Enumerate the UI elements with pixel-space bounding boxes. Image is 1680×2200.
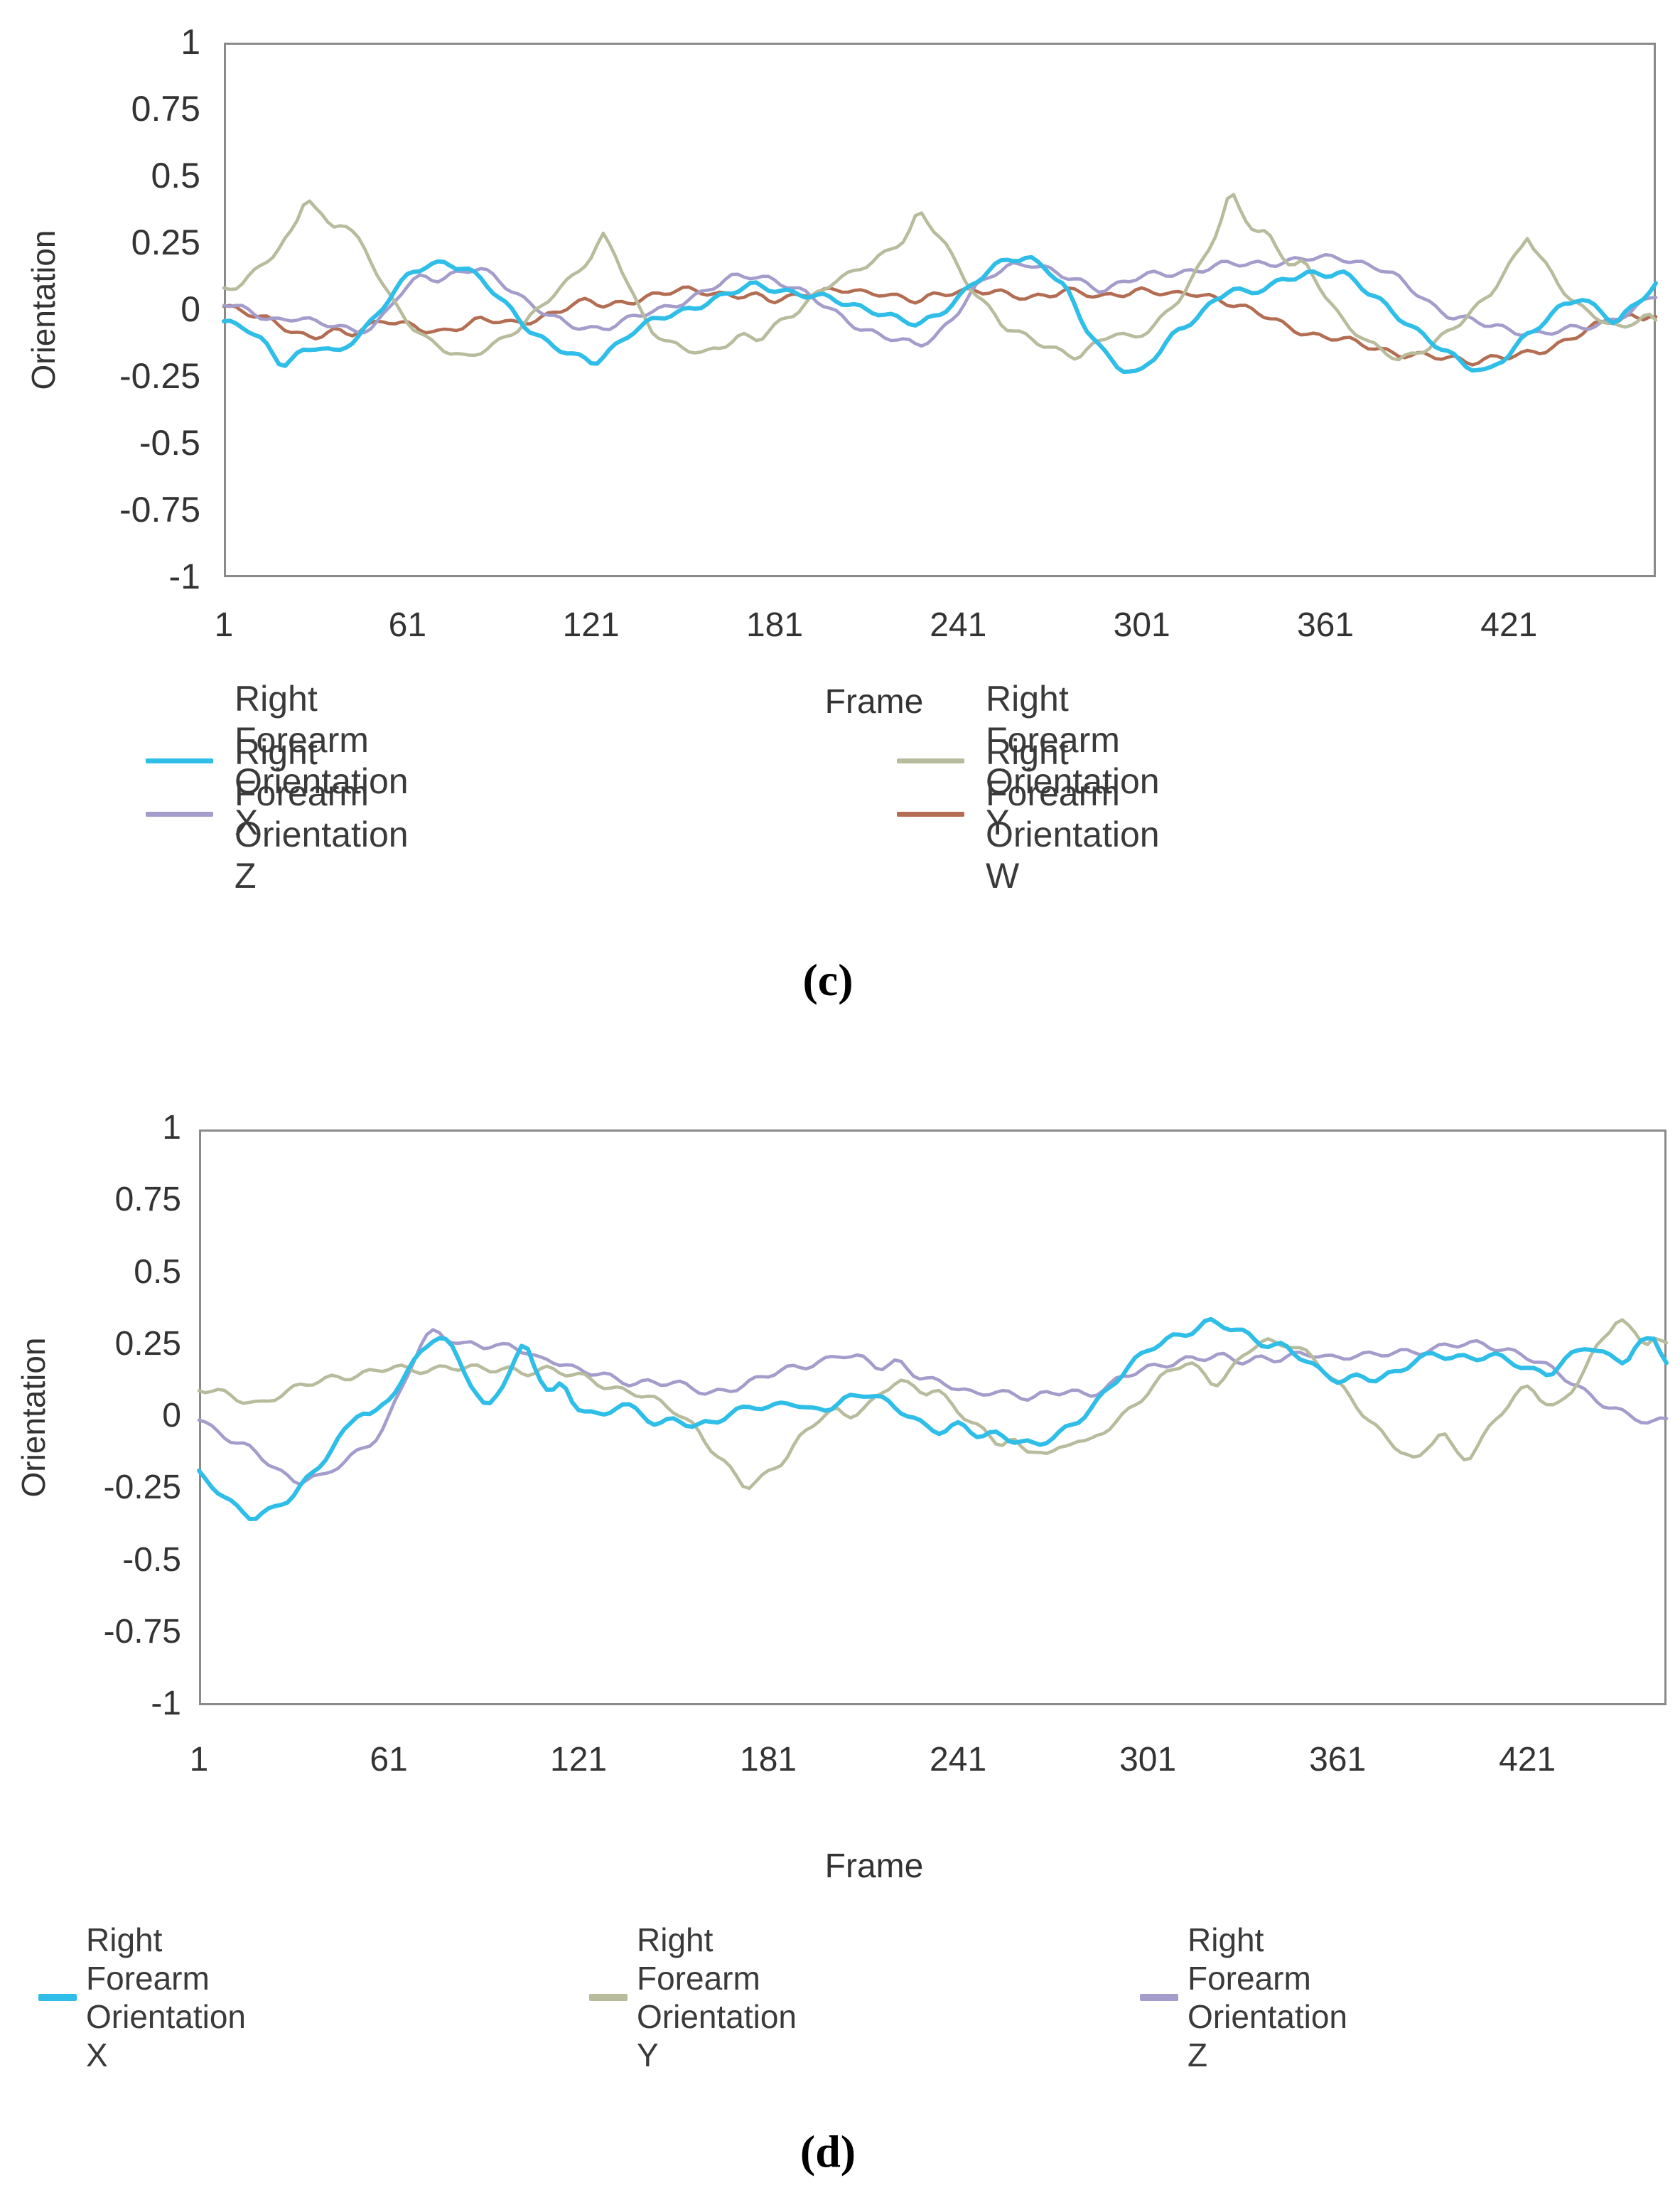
y-tick-label: 0: [162, 1397, 181, 1434]
x-tick-label: 1: [189, 1741, 209, 1778]
caption-c: (c): [802, 955, 854, 1005]
legend-swatch-icon: [146, 758, 213, 763]
x-tick-label: 421: [1480, 606, 1538, 644]
legend-item-y: Right Forearm Orientation Y: [897, 679, 1160, 842]
legend-swatch-icon: [1140, 1994, 1178, 2001]
x-tick-label: 181: [740, 1741, 797, 1778]
x-tick-label: 241: [930, 606, 987, 644]
y-tick-label: -0.25: [103, 1469, 181, 1507]
legend-item-w: Right Forearm Orientation W: [897, 732, 1160, 896]
x-tick-label: 301: [1113, 606, 1170, 644]
x-tick-label: 361: [1296, 606, 1355, 644]
y-tick-label: -0.75: [103, 1612, 181, 1651]
legend-label: Right Forearm Orientation Y: [637, 1921, 797, 2073]
x-tick-label: 301: [1119, 1741, 1177, 1778]
x-tick-label: 241: [930, 1741, 987, 1778]
legend-label: Right Forearm Orientation W: [986, 732, 1160, 896]
legend-label: Right Forearm Orientation X: [86, 1921, 247, 2073]
legend-label: Right Forearm Orientation X: [235, 679, 409, 842]
y-tick-label: -1: [151, 1685, 181, 1722]
series-line-x: [197, 1316, 1669, 1521]
legend-swatch-icon: [897, 811, 964, 817]
legend-label: Right Forearm Orientation Y: [986, 679, 1160, 842]
legend-item-x: Right Forearm Orientation X: [146, 679, 409, 842]
x-tick-label: 421: [1499, 1741, 1556, 1778]
legend-swatch-icon: [897, 758, 964, 763]
plot-area-d: [197, 1129, 1669, 1705]
y-tick-label: 0: [181, 289, 200, 329]
series-line-w: [222, 285, 1658, 367]
series-line-z: [222, 253, 1658, 348]
y-tick-label: -0.5: [122, 1540, 181, 1579]
x-tick-label: 361: [1309, 1741, 1367, 1778]
y-tick-label: -1: [168, 557, 200, 596]
y-tick-label: -0.25: [119, 356, 200, 396]
legend-item-y: Right Forearm Orientation Y: [589, 1921, 797, 2073]
x-tick-label: 121: [550, 1741, 608, 1778]
legend-label: Right Forearm Orientation Z: [1188, 1921, 1348, 2073]
y-tick-label: 0.25: [131, 222, 200, 262]
y-tick-label: 0.25: [114, 1324, 181, 1363]
plot-border: [199, 1129, 1666, 1705]
series-line-y: [222, 193, 1658, 362]
x-tick-label: 61: [370, 1741, 408, 1778]
y-tick-label: 1: [181, 22, 200, 62]
y-tick-label: -0.5: [139, 423, 200, 463]
legend-swatch-icon: [146, 811, 213, 817]
y-tick-label: 0.75: [114, 1181, 181, 1219]
plot-area-c: [222, 43, 1658, 577]
x-axis-title-c: Frame: [824, 683, 924, 721]
x-axis-title-d: Frame: [824, 1847, 924, 1885]
y-tick-label: -0.75: [119, 490, 200, 530]
legend-item-z: Right Forearm Orientation Z: [146, 732, 409, 896]
y-tick-label: 0.5: [134, 1252, 181, 1291]
series-line-x: [222, 254, 1658, 375]
x-tick-label: 181: [745, 606, 804, 644]
legend-label: Right Forearm Orientation Z: [235, 732, 409, 896]
x-tick-label: 121: [562, 606, 620, 644]
x-tick-label: 61: [388, 606, 427, 644]
legend-swatch-icon: [38, 1994, 77, 2001]
series-line-y: [197, 1318, 1669, 1491]
y-tick-label: 0.75: [131, 89, 200, 129]
legend-swatch-icon: [589, 1994, 628, 2001]
caption-d: (d): [799, 2126, 856, 2177]
legend-item-x: Right Forearm Orientation X: [38, 1921, 246, 2073]
plot-border: [224, 43, 1656, 577]
y-tick-label: 1: [162, 1109, 181, 1147]
y-tick-label: 0.5: [151, 156, 200, 195]
x-tick-label: 1: [214, 606, 234, 644]
legend-item-z: Right Forearm Orientation Z: [1140, 1921, 1347, 2073]
